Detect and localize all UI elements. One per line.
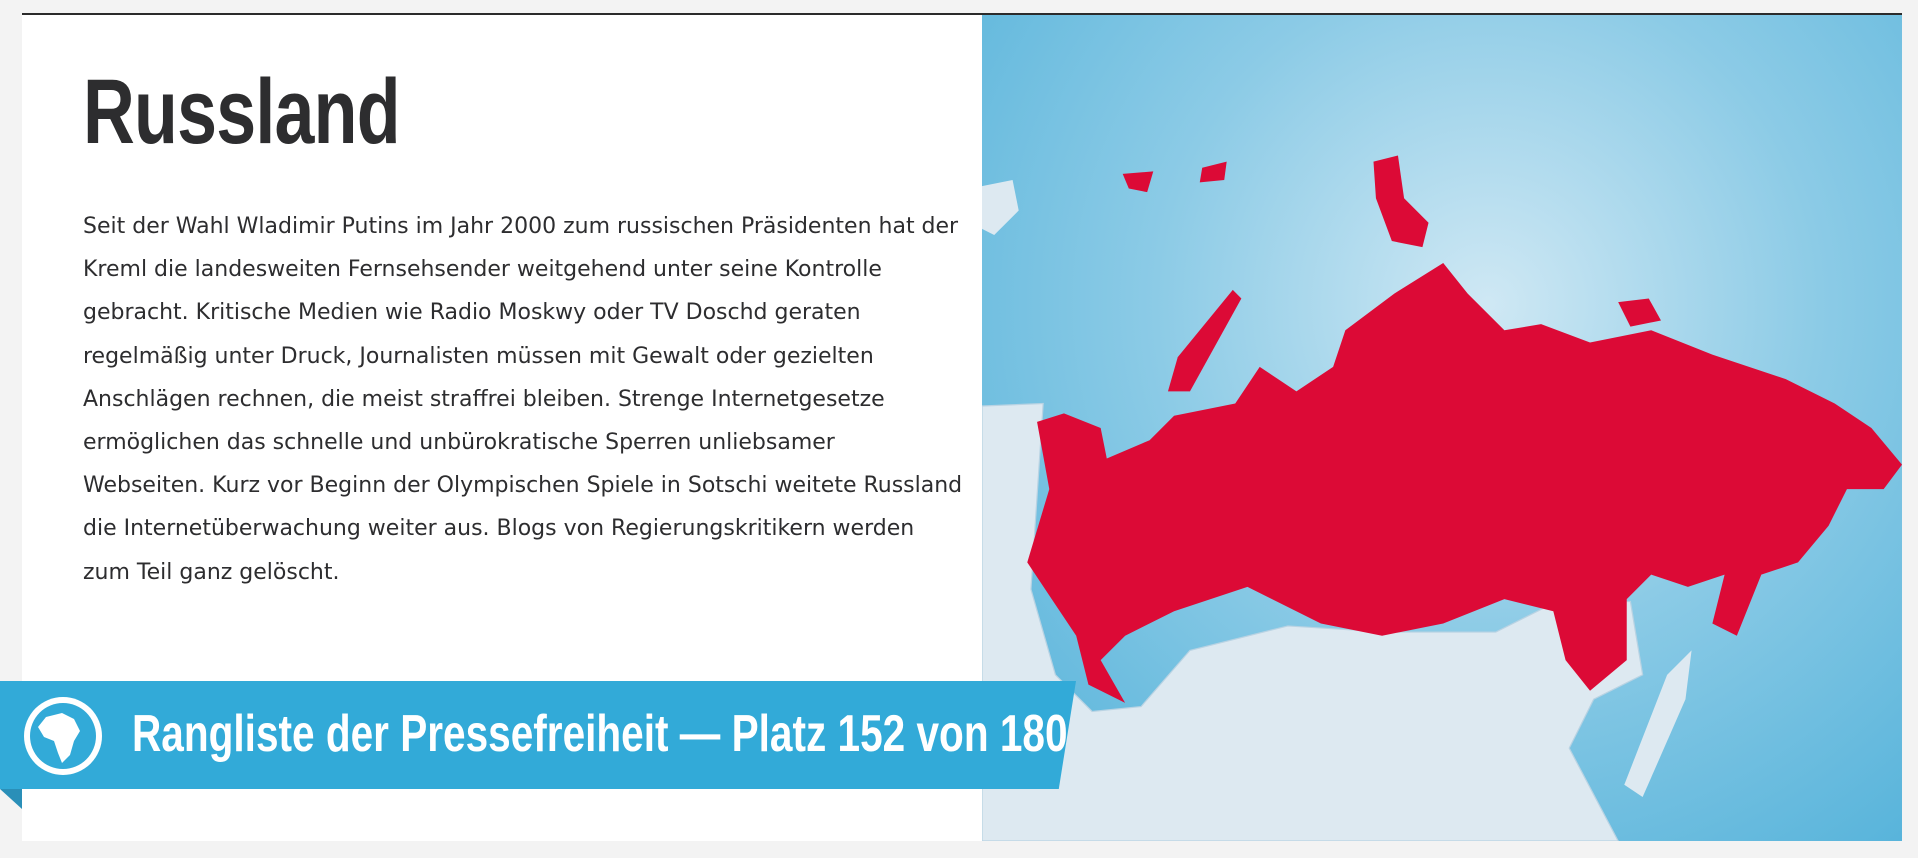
russia-shape — [1027, 263, 1902, 703]
russia-map — [982, 15, 1902, 841]
arctic-islands — [1199, 161, 1227, 183]
banner-fold — [0, 789, 22, 809]
novaya-zemlya — [1167, 289, 1242, 392]
land-mass — [1624, 650, 1692, 798]
arctic-islands — [1618, 298, 1661, 327]
article-body: Seit der Wahl Wladimir Putins im Jahr 20… — [83, 214, 963, 585]
globe-icon — [24, 697, 102, 775]
top-divider — [22, 13, 1902, 15]
arctic-islands — [1373, 155, 1429, 248]
page-title: Russland — [83, 61, 401, 163]
land-mass — [982, 402, 1644, 841]
arctic-islands — [1122, 171, 1154, 193]
press-freedom-rank: Rangliste der Pressefreiheit — Platz 152… — [132, 705, 1068, 763]
press-freedom-banner — [0, 681, 1076, 789]
land-mass — [982, 179, 1019, 235]
